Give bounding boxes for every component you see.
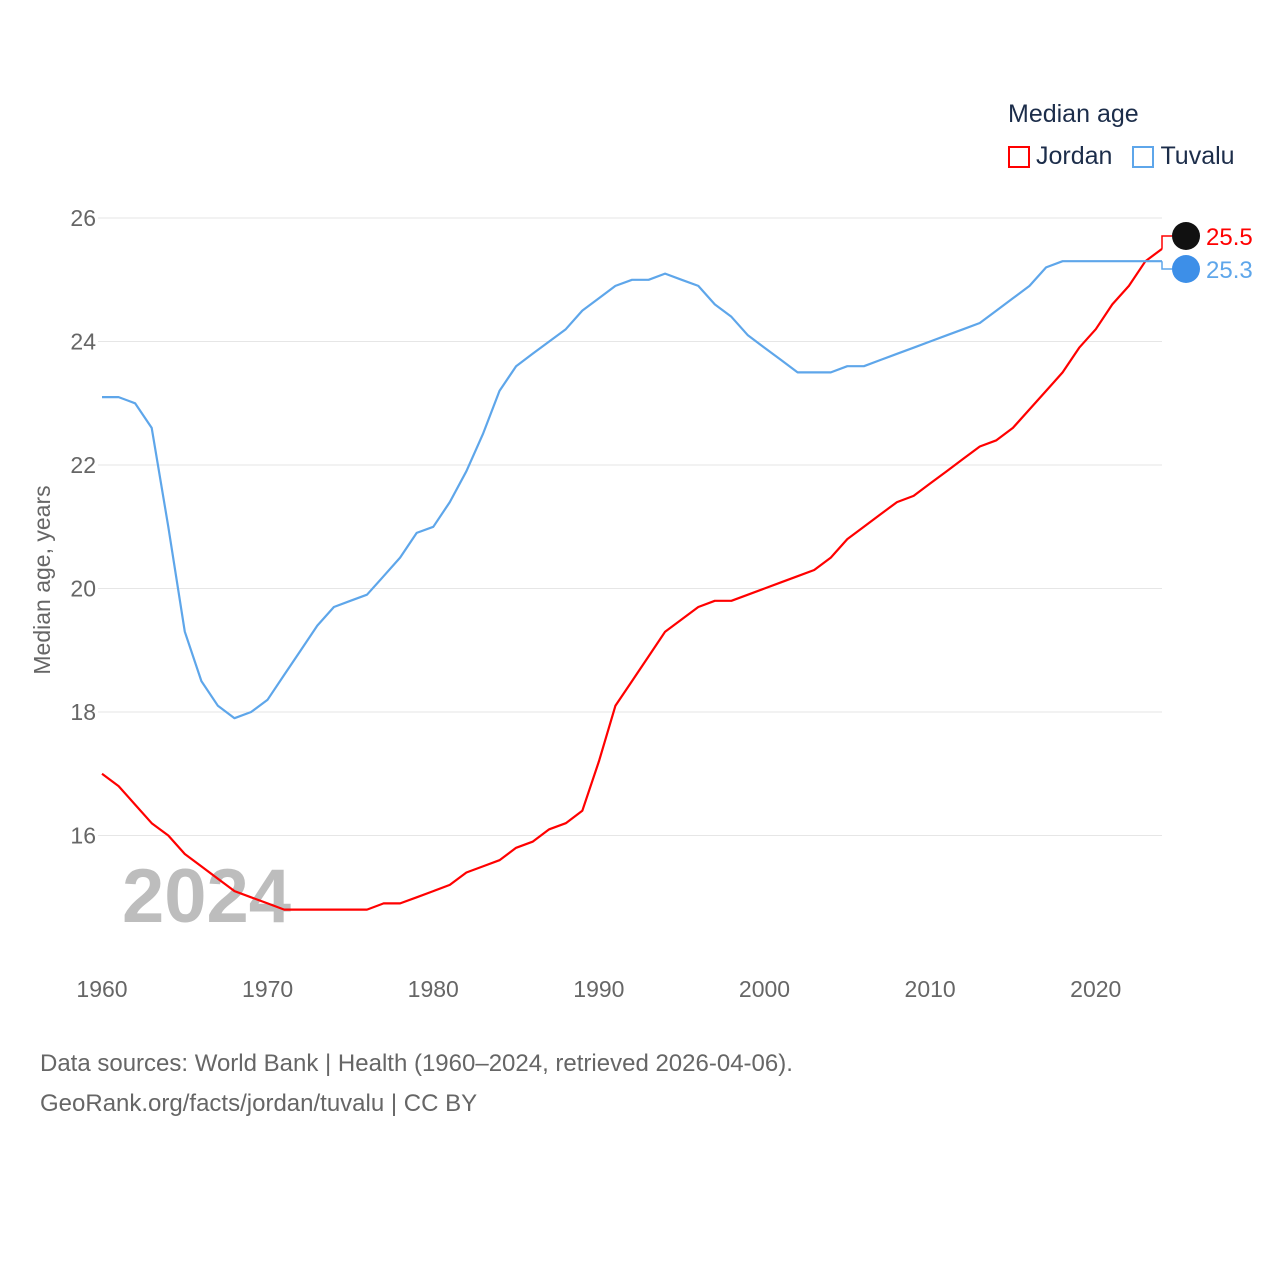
y-tick-label: 22 (70, 452, 96, 478)
legend-label-tuvalu: Tuvalu (1160, 142, 1235, 170)
legend-title: Median age (1008, 100, 1139, 128)
end-value-label: 25.3 (1206, 257, 1253, 284)
series-line-tuvalu (102, 260, 1162, 720)
x-tick-label: 1990 (573, 976, 624, 1002)
y-tick-label: 16 (70, 823, 96, 849)
year-watermark: 2024 (122, 854, 291, 939)
end-connector (1161, 261, 1172, 270)
source-link[interactable]: GeoRank.org/facts/jordan/tuvalu | CC BY (40, 1090, 478, 1117)
flag-jordan-icon (1172, 222, 1200, 250)
legend-swatch-jordan (1008, 145, 1030, 168)
y-tick-label: 18 (70, 699, 96, 725)
y-tick-label: 24 (70, 329, 96, 355)
legend-label-jordan: Jordan (1036, 142, 1113, 170)
footer: Data sources: World Bank | Health (1960–… (40, 1044, 793, 1124)
flag-tuvalu-icon (1172, 255, 1200, 283)
y-axis-label: Median age, years (29, 485, 55, 674)
x-tick-label: 2010 (905, 976, 956, 1002)
series-line-jordan (101, 248, 1163, 911)
y-tick-label: 26 (70, 205, 96, 231)
legend-swatch-tuvalu (1132, 145, 1155, 168)
x-tick-label: 2000 (739, 976, 790, 1002)
y-tick-label: 20 (70, 576, 96, 602)
x-tick-label: 1970 (242, 976, 293, 1002)
end-value-label: 25.5 (1206, 224, 1253, 251)
x-tick-label: 2020 (1070, 976, 1121, 1002)
x-tick-label: 1980 (408, 976, 459, 1002)
legend-item-jordan[interactable]: Jordan (1008, 142, 1112, 171)
data-source-text: Data sources: World Bank | Health (1960–… (40, 1050, 793, 1077)
end-connector (1161, 235, 1172, 249)
legend-item-tuvalu[interactable]: Tuvalu (1132, 142, 1235, 171)
legend: Jordan Tuvalu (1008, 142, 1255, 171)
x-tick-label: 1960 (76, 976, 127, 1002)
